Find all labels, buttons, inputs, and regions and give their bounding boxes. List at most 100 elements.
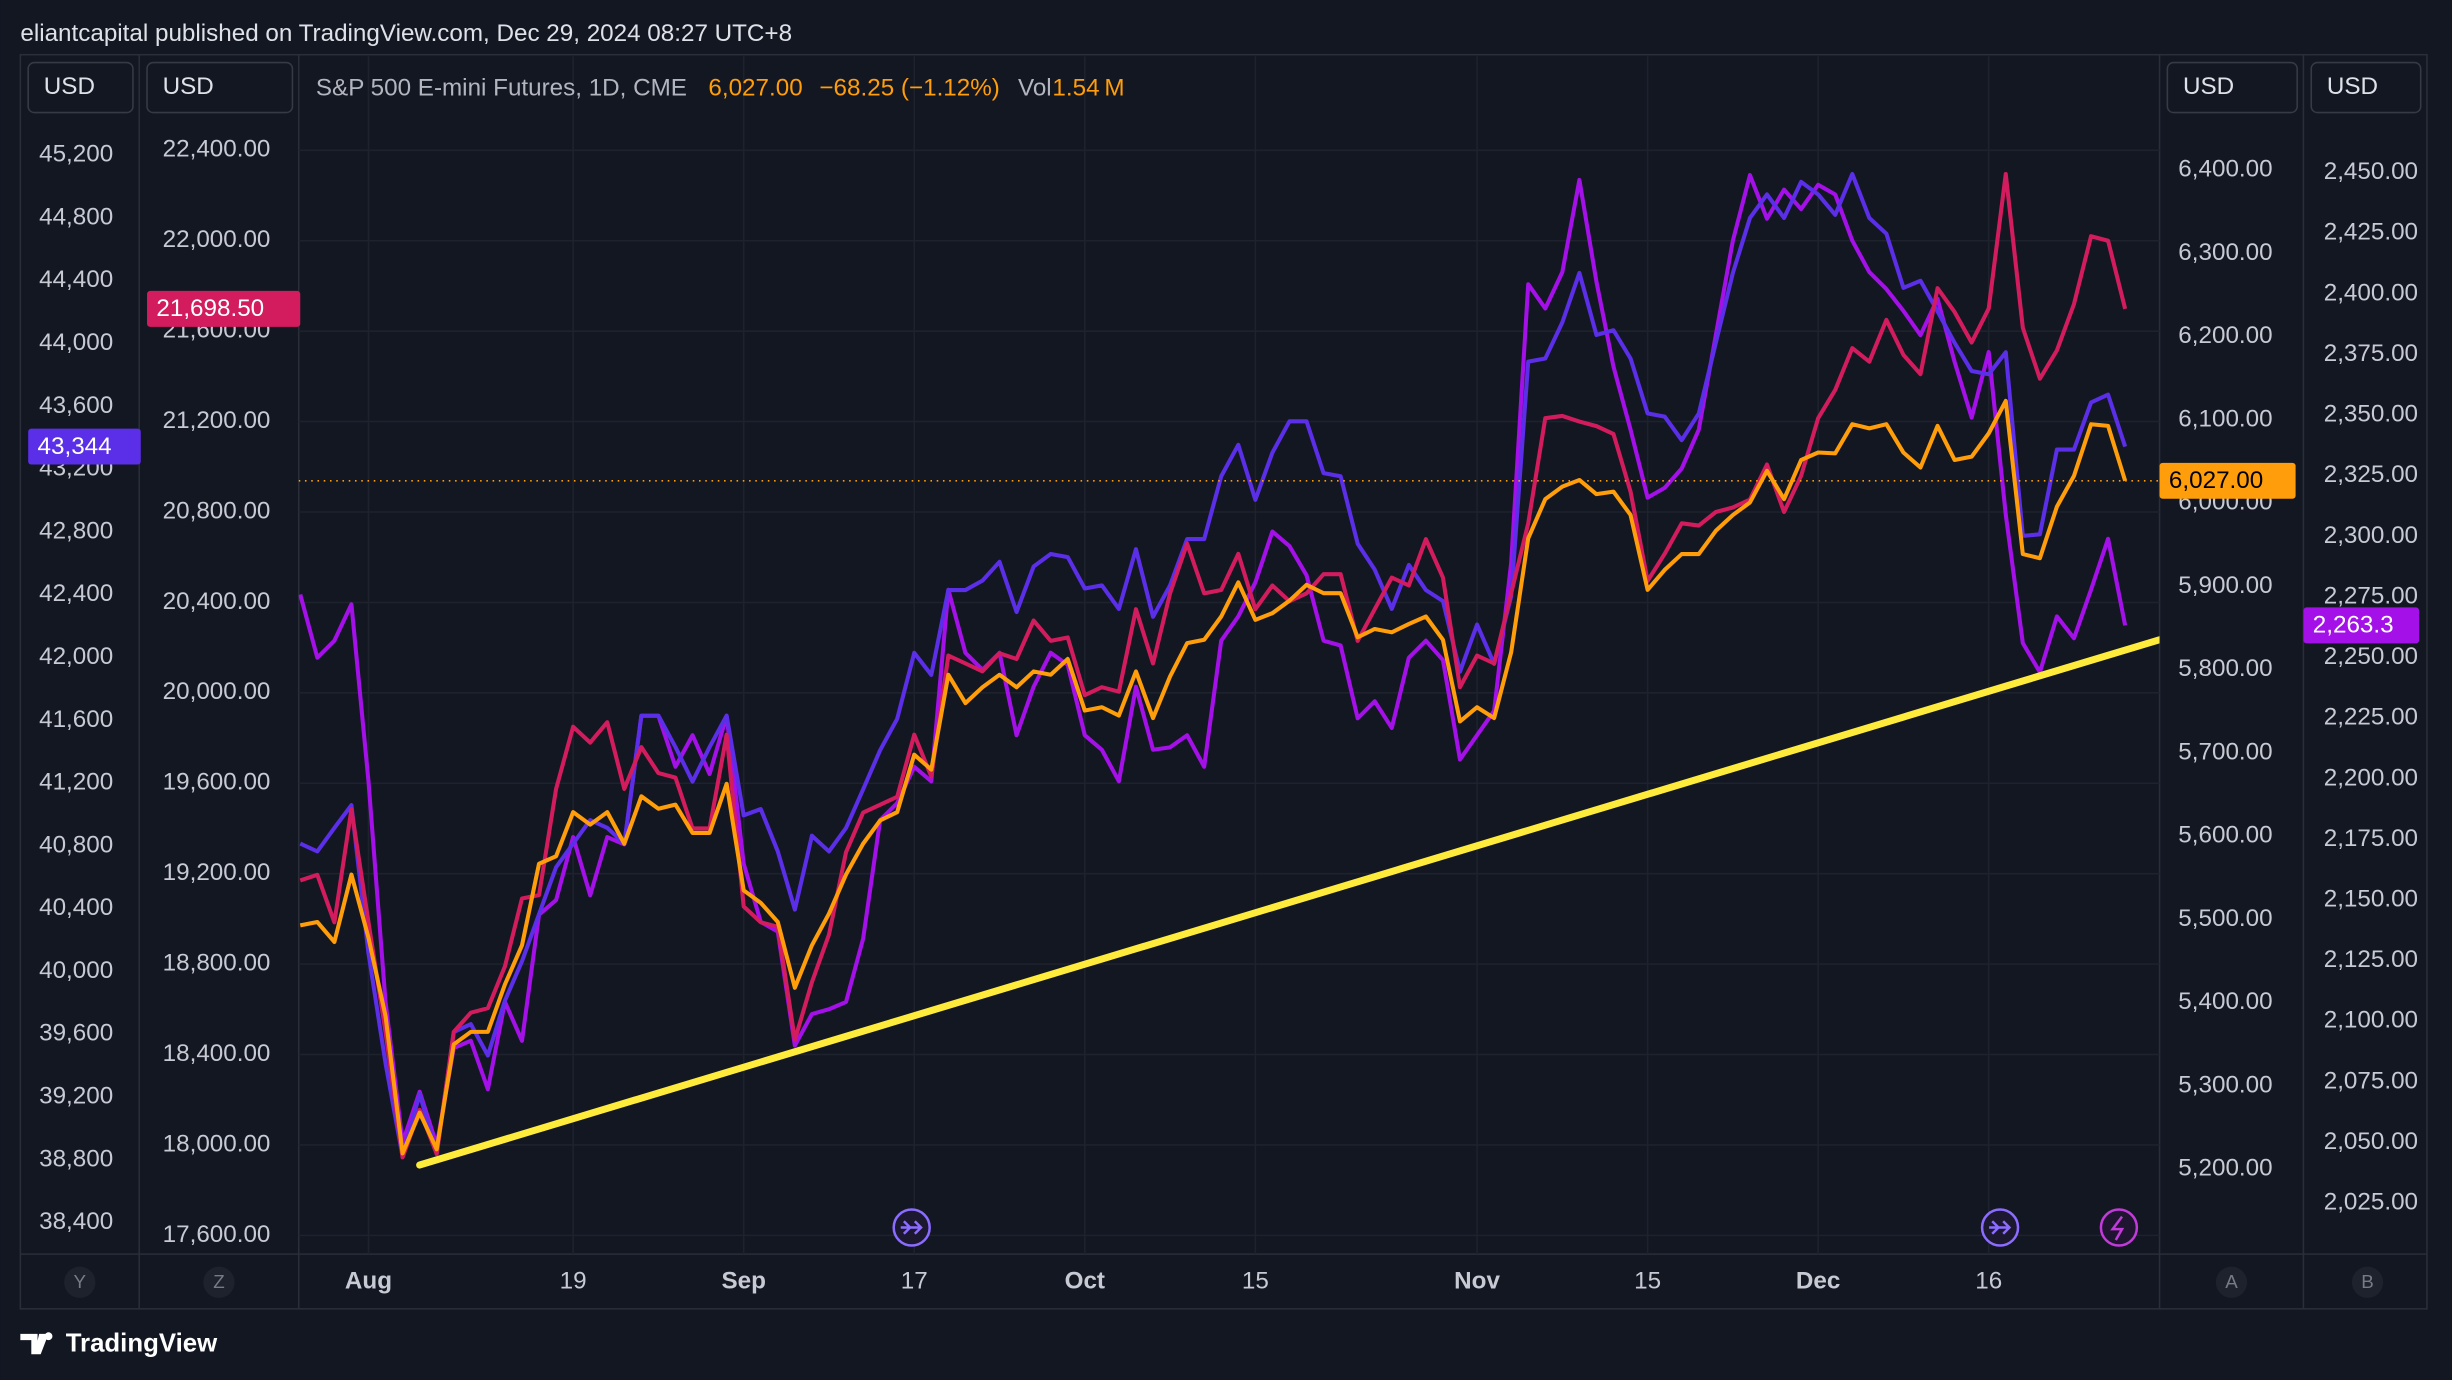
y-tick-label: 44,000 [39, 329, 113, 356]
y-tick-label: 38,800 [39, 1145, 113, 1172]
y-tick-label: 18,800.00 [163, 950, 271, 977]
legend-last: 6,027.00 [708, 75, 802, 102]
axis-letter-badge [203, 1266, 235, 1298]
y-tick-label: 5,600.00 [2178, 822, 2272, 849]
y-tick-label: 42,000 [39, 643, 113, 670]
axis-letter-badge [64, 1266, 96, 1298]
legend-change: −68.25 (−1.12%) [819, 75, 999, 102]
y-tick-label: 6,200.00 [2178, 322, 2272, 349]
last-value-badge [2303, 607, 2420, 644]
y-tick-label: 19,200.00 [163, 859, 271, 886]
y-tick-label: 41,200 [39, 769, 113, 796]
last-value-label: 2,263.3 [2313, 612, 2394, 639]
axis-unit-box [146, 61, 294, 114]
axis-unit: USD [2327, 73, 2378, 100]
y-tick-label: 44,800 [39, 203, 113, 230]
last-value-label: 43,344 [38, 433, 112, 460]
x-tick-label: 19 [560, 1268, 587, 1295]
y-tick-label: 19,600.00 [163, 769, 271, 796]
x-tick-label: Sep [721, 1268, 765, 1295]
y-tick-label: 5,300.00 [2178, 1071, 2272, 1098]
y-tick-label: 2,025.00 [2324, 1189, 2418, 1216]
y-tick-label: 2,100.00 [2324, 1007, 2418, 1034]
trendline [416, 636, 2160, 1169]
y-tick-label: 39,200 [39, 1083, 113, 1110]
dividend-icon[interactable] [1980, 1208, 2020, 1247]
y-tick-label: 39,600 [39, 1020, 113, 1047]
y-tick-label: 2,350.00 [2324, 401, 2418, 428]
y-tick-label: 5,900.00 [2178, 572, 2272, 599]
series-line [299, 171, 2128, 1159]
y-tick-label: 2,150.00 [2324, 886, 2418, 913]
y-tick-label: 5,700.00 [2178, 738, 2272, 765]
footer: TradingView [20, 1330, 218, 1358]
axis-unit-box [27, 61, 134, 114]
logo [20, 1332, 53, 1355]
y-tick-label: 21,200.00 [163, 407, 271, 434]
y-tick-label: 20,400.00 [163, 588, 271, 615]
y-tick-label: 6,300.00 [2178, 239, 2272, 266]
last-value-badge [28, 428, 141, 465]
y-tick-label: 6,400.00 [2178, 156, 2272, 183]
y-tick-label: 17,600.00 [163, 1221, 271, 1248]
y-tick-label: 42,800 [39, 517, 113, 544]
y-tick-label: 45,200 [39, 141, 113, 168]
legend-volume: 1.54 M [1052, 75, 1124, 102]
x-tick-label: Oct [1065, 1268, 1105, 1295]
y-tick-label: 2,250.00 [2324, 643, 2418, 670]
series-layer [298, 171, 2160, 1169]
y-tick-label: 2,450.00 [2324, 158, 2418, 185]
series-line [299, 398, 2128, 1156]
footer-brand: TradingView [66, 1330, 218, 1358]
legend-volume-label: Vol [1018, 75, 1052, 102]
y-tick-label: 41,600 [39, 706, 113, 733]
y-tick-label: 2,225.00 [2324, 704, 2418, 731]
y-tick-label: 2,375.00 [2324, 340, 2418, 367]
axis-letter: Y [74, 1271, 87, 1292]
last-value-label: 21,698.50 [156, 295, 264, 322]
y-tick-label: 40,400 [39, 894, 113, 921]
axis-unit: USD [163, 73, 214, 100]
axis-unit-box [2310, 61, 2422, 114]
legend-name: S&P 500 E-mini Futures, 1D, CME [316, 75, 687, 102]
axis-unit-box [2166, 61, 2298, 114]
y-tick-label: 18,000.00 [163, 1130, 271, 1157]
y-tick-label: 20,800.00 [163, 497, 271, 524]
x-tick-label: 17 [901, 1268, 928, 1295]
y-tick-label: 2,200.00 [2324, 764, 2418, 791]
last-value-label: 6,027.00 [2169, 467, 2263, 494]
y-tick-label: 42,400 [39, 580, 113, 607]
x-tick-label: 15 [1242, 1268, 1269, 1295]
x-tick-label: Dec [1796, 1268, 1840, 1295]
y-tick-label: 2,300.00 [2324, 522, 2418, 549]
y-tick-label: 2,050.00 [2324, 1128, 2418, 1155]
y-tick-label: 5,200.00 [2178, 1155, 2272, 1182]
y-tick-label: 22,000.00 [163, 226, 271, 253]
y-tick-label: 22,400.00 [163, 136, 271, 163]
event-icon[interactable] [2099, 1208, 2139, 1247]
series-line [298, 173, 2128, 1148]
y-tick-label: 6,100.00 [2178, 405, 2272, 432]
dividend-icon[interactable] [892, 1208, 931, 1247]
y-tick-label: 2,325.00 [2324, 461, 2418, 488]
axis-letter: B [2361, 1271, 2374, 1292]
frame [19, 53, 2428, 1310]
axis-letter: Z [213, 1271, 224, 1292]
x-tick-label: Aug [345, 1268, 392, 1295]
y-tick-label: 40,800 [39, 831, 113, 858]
y-tick-label: 2,275.00 [2324, 582, 2418, 609]
x-tick-label: 15 [1634, 1268, 1661, 1295]
y-tick-label: 40,000 [39, 957, 113, 984]
y-tick-label: 38,400 [39, 1208, 113, 1235]
y-tick-label: 44,400 [39, 266, 113, 293]
axis-letter: A [2225, 1271, 2238, 1292]
y-tick-label: 2,175.00 [2324, 825, 2418, 852]
last-value-badge [2159, 462, 2296, 499]
axis-unit: USD [2183, 73, 2234, 100]
axis-letter-badge [2351, 1266, 2384, 1298]
y-tick-label: 43,600 [39, 392, 113, 419]
y-tick-label: 18,400.00 [163, 1040, 271, 1067]
